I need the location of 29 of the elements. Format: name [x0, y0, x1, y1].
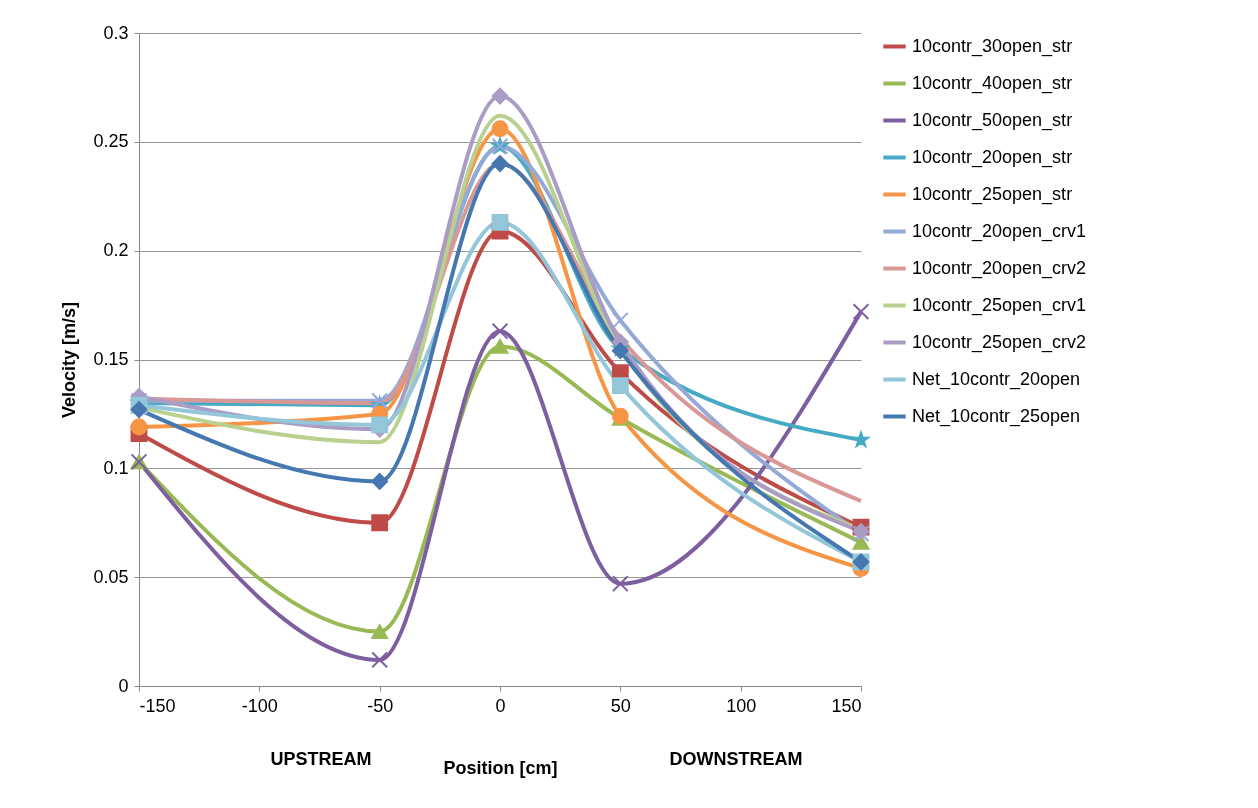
- legend-label: 10contr_25open_crv2: [912, 331, 1087, 353]
- x-tick-label: 50: [610, 695, 631, 716]
- x-tick-label: -50: [367, 695, 394, 716]
- y-axis-title: Velocity [m/s]: [59, 301, 80, 419]
- x-tick-label: 0: [495, 695, 506, 716]
- legend-label: Net_10contr_25open: [912, 405, 1081, 427]
- legend-label: 10contr_40open_str: [912, 72, 1073, 94]
- x-tick-label: -100: [241, 695, 278, 716]
- y-tick-label: 0.05: [93, 566, 129, 587]
- x-tick-label: -150: [139, 695, 176, 716]
- x-axis-title: Position [cm]: [443, 757, 558, 778]
- y-tick-label: 0.1: [103, 457, 129, 478]
- y-tick-label: 0.25: [93, 131, 129, 152]
- legend-label: 10contr_25open_str: [912, 183, 1073, 205]
- legend-label: 10contr_25open_crv1: [912, 294, 1087, 316]
- text: UPSTREAM: [270, 749, 372, 769]
- legend-label: 10contr_50open_str: [912, 109, 1073, 131]
- x-tick-label: 100: [726, 695, 757, 716]
- legend-label: 10contr_20open_crv2: [912, 257, 1087, 279]
- x-tick-label: 150: [831, 695, 862, 716]
- legend-label: Net_10contr_20open: [912, 368, 1081, 390]
- y-tick-label: 0.2: [103, 240, 129, 261]
- legend-label: 10contr_20open_crv1: [912, 220, 1087, 242]
- y-tick-label: 0.15: [93, 349, 129, 369]
- legend-label: 10contr_20open_str: [912, 146, 1073, 168]
- y-tick-label: 0: [118, 675, 129, 696]
- text: DOWNSTREAM: [669, 749, 803, 769]
- legend-label: 10contr_30open_str: [912, 35, 1073, 57]
- y-tick-label: 0.3: [103, 22, 129, 43]
